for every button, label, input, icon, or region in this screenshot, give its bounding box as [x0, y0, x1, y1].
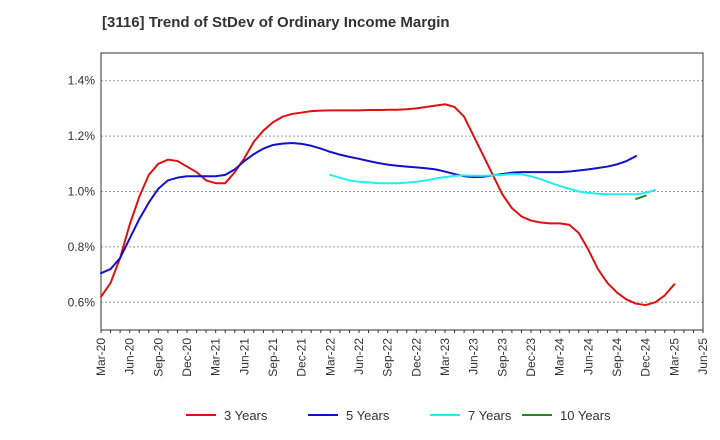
x-tick-label: Jun-20	[123, 338, 137, 375]
x-tick-label: Jun-23	[467, 338, 481, 375]
grid-layer	[101, 80, 703, 303]
x-axis-ticks: Mar-20 Jun-20 Sep-20 Dec-20 Mar-21 Jun-21 Sep-…	[94, 338, 710, 377]
x-tick-label: Sep-20	[151, 338, 165, 377]
y-axis-ticks: 0.6% 0.8% 1.0% 1.2% 1.4%	[68, 74, 96, 310]
x-tick-label: Dec-23	[524, 338, 538, 377]
series-line-7-years	[329, 173, 657, 196]
y-tick-label: 1.4%	[68, 74, 96, 88]
chart-title: [3116] Trend of StDev of Ordinary Income…	[102, 14, 450, 31]
x-tick-label: Sep-24	[610, 338, 624, 377]
y-tick-label: 0.6%	[68, 295, 96, 309]
x-tick-label: Mar-21	[209, 338, 223, 376]
x-tick-label: Sep-23	[495, 338, 509, 377]
x-tick-label: Sep-21	[266, 338, 280, 377]
x-tick-label: Mar-24	[553, 338, 567, 376]
x-tick-label: Jun-24	[581, 338, 595, 375]
legend-label: 5 Years	[346, 408, 390, 423]
series-line-10-years	[635, 194, 647, 200]
x-tick-label: Mar-23	[438, 338, 452, 376]
x-tick-label: Dec-20	[180, 338, 194, 377]
x-tick-label: Mar-20	[94, 338, 108, 376]
legend-label: 10 Years	[560, 408, 611, 423]
x-tick-label: Dec-24	[639, 338, 653, 377]
y-tick-label: 0.8%	[68, 240, 96, 254]
series-layer	[100, 103, 676, 307]
y-tick-label: 1.0%	[68, 185, 96, 199]
axis-layer	[100, 52, 704, 333]
legend-label: 7 Years	[468, 408, 512, 423]
x-tick-label: Mar-22	[323, 338, 337, 376]
legend-label: 3 Years	[224, 408, 268, 423]
x-tick-label: Sep-22	[381, 338, 395, 377]
series-line-5-years	[100, 142, 638, 275]
x-tick-label: Mar-25	[667, 338, 681, 376]
x-tick-label: Dec-22	[409, 338, 423, 377]
y-tick-label: 1.2%	[68, 129, 96, 143]
series-line-3-years	[100, 103, 676, 307]
x-tick-label: Jun-21	[237, 338, 251, 375]
x-tick-label: Dec-21	[295, 338, 309, 377]
x-tick-label: Jun-25	[696, 338, 710, 375]
legend: 3 Years 5 Years 7 Years 10 Years	[186, 408, 611, 423]
x-tick-label: Jun-22	[352, 338, 366, 375]
plot-frame	[100, 52, 704, 331]
